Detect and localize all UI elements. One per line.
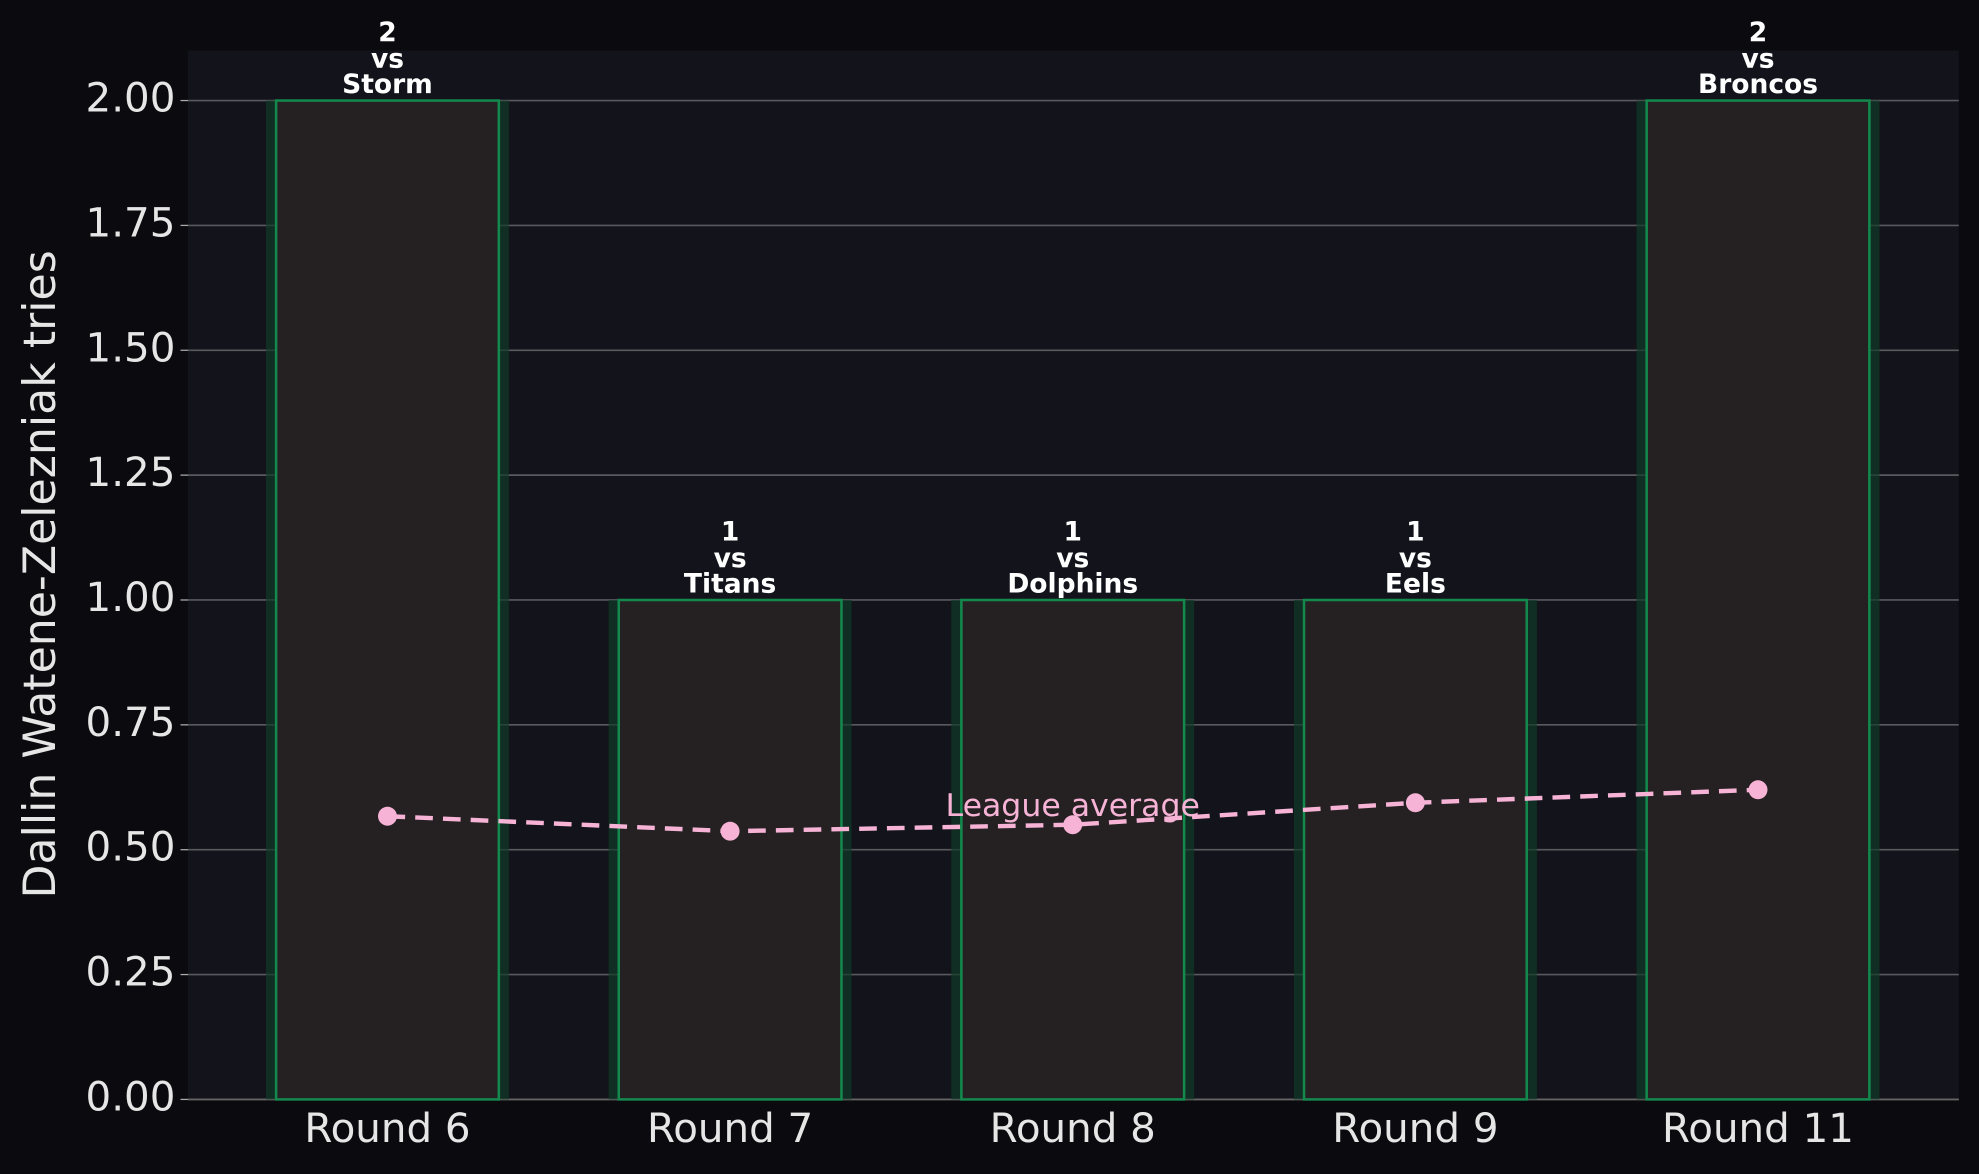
opponent-label: vs (714, 543, 747, 574)
x-tick-label: Round 11 (1662, 1105, 1854, 1152)
opponent-label: Storm (342, 69, 433, 100)
value-label: 1 (721, 517, 739, 548)
bar (274, 99, 501, 1101)
y-tick-label: 0.25 (86, 949, 176, 996)
average-label: League average (946, 788, 1200, 824)
bar (1645, 99, 1871, 1101)
average-line (387, 787, 1759, 834)
opponent-label: vs (371, 44, 404, 75)
average-point (720, 821, 740, 841)
y-tick-label: 1.25 (86, 449, 176, 496)
value-label: 1 (1064, 517, 1082, 548)
value-label: 1 (1406, 517, 1424, 548)
bar (617, 598, 843, 1101)
average-point (1063, 815, 1083, 835)
average-point (1405, 793, 1425, 813)
y-tick-label: 0.00 (86, 1073, 176, 1120)
y-tick-label: 2.00 (86, 75, 176, 122)
y-axis-label: Dallin Watene-Zelezniak tries (15, 250, 66, 898)
y-tick-label: 1.00 (86, 574, 176, 621)
y-tick-label: 1.50 (86, 324, 176, 371)
opponent-label: vs (1056, 543, 1089, 574)
x-tick-label: Round 8 (990, 1105, 1156, 1152)
y-tick-label: 0.50 (86, 824, 176, 871)
opponent-label: vs (1741, 44, 1774, 75)
opponent-label: vs (1399, 543, 1432, 574)
bar (960, 598, 1186, 1101)
y-tick-label: 0.75 (86, 699, 176, 746)
value-label: 2 (1749, 17, 1767, 48)
opponent-label: Broncos (1698, 69, 1818, 100)
value-label: 2 (378, 17, 396, 48)
x-tick-label: Round 7 (647, 1105, 813, 1152)
x-tick-label: Round 6 (304, 1105, 470, 1152)
opponent-label: Dolphins (1007, 568, 1138, 599)
opponent-label: Eels (1385, 568, 1446, 599)
average-point (378, 806, 397, 826)
x-tick-label: Round 9 (1332, 1105, 1498, 1152)
opponent-label: Titans (684, 568, 776, 599)
bar (1302, 598, 1529, 1101)
average-point (1748, 780, 1768, 800)
y-tick-label: 1.75 (86, 199, 176, 246)
